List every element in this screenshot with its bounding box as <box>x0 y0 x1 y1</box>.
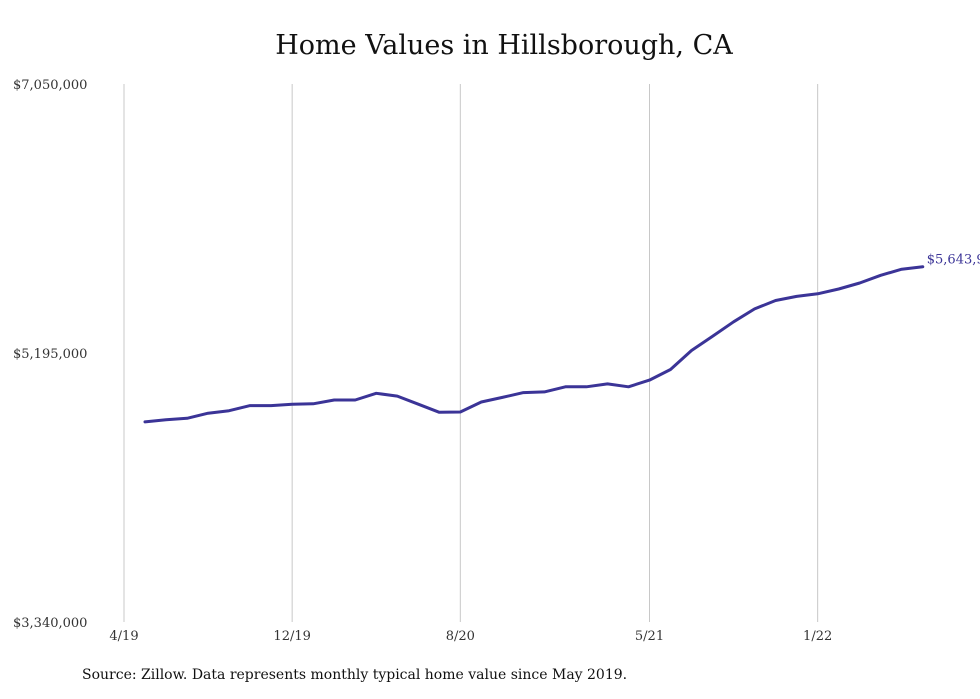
y-tick-label: $5,195,000 <box>13 347 87 362</box>
y-tick-label: $3,340,000 <box>13 616 87 631</box>
x-axis-ticks: 4/19 12/19 8/20 5/21 1/22 <box>109 629 832 644</box>
x-tick-label: 12/19 <box>273 629 310 644</box>
y-axis-ticks: $3,340,000 $5,195,000 $7,050,000 <box>13 78 87 631</box>
x-tick-label: 5/21 <box>635 629 664 644</box>
chart-title: Home Values in Hillsborough, CA <box>275 30 733 61</box>
y-tick-label: $7,050,000 <box>13 78 87 93</box>
gridlines <box>123 84 819 622</box>
x-tick-label: 4/19 <box>109 629 138 644</box>
source-note: Source: Zillow. Data represents monthly … <box>82 667 628 683</box>
home-value-series-line <box>143 265 925 424</box>
x-tick-label: 1/22 <box>803 629 832 644</box>
x-tick-label: 8/20 <box>446 629 475 644</box>
series-end-label: $5,643,993 <box>927 253 980 268</box>
